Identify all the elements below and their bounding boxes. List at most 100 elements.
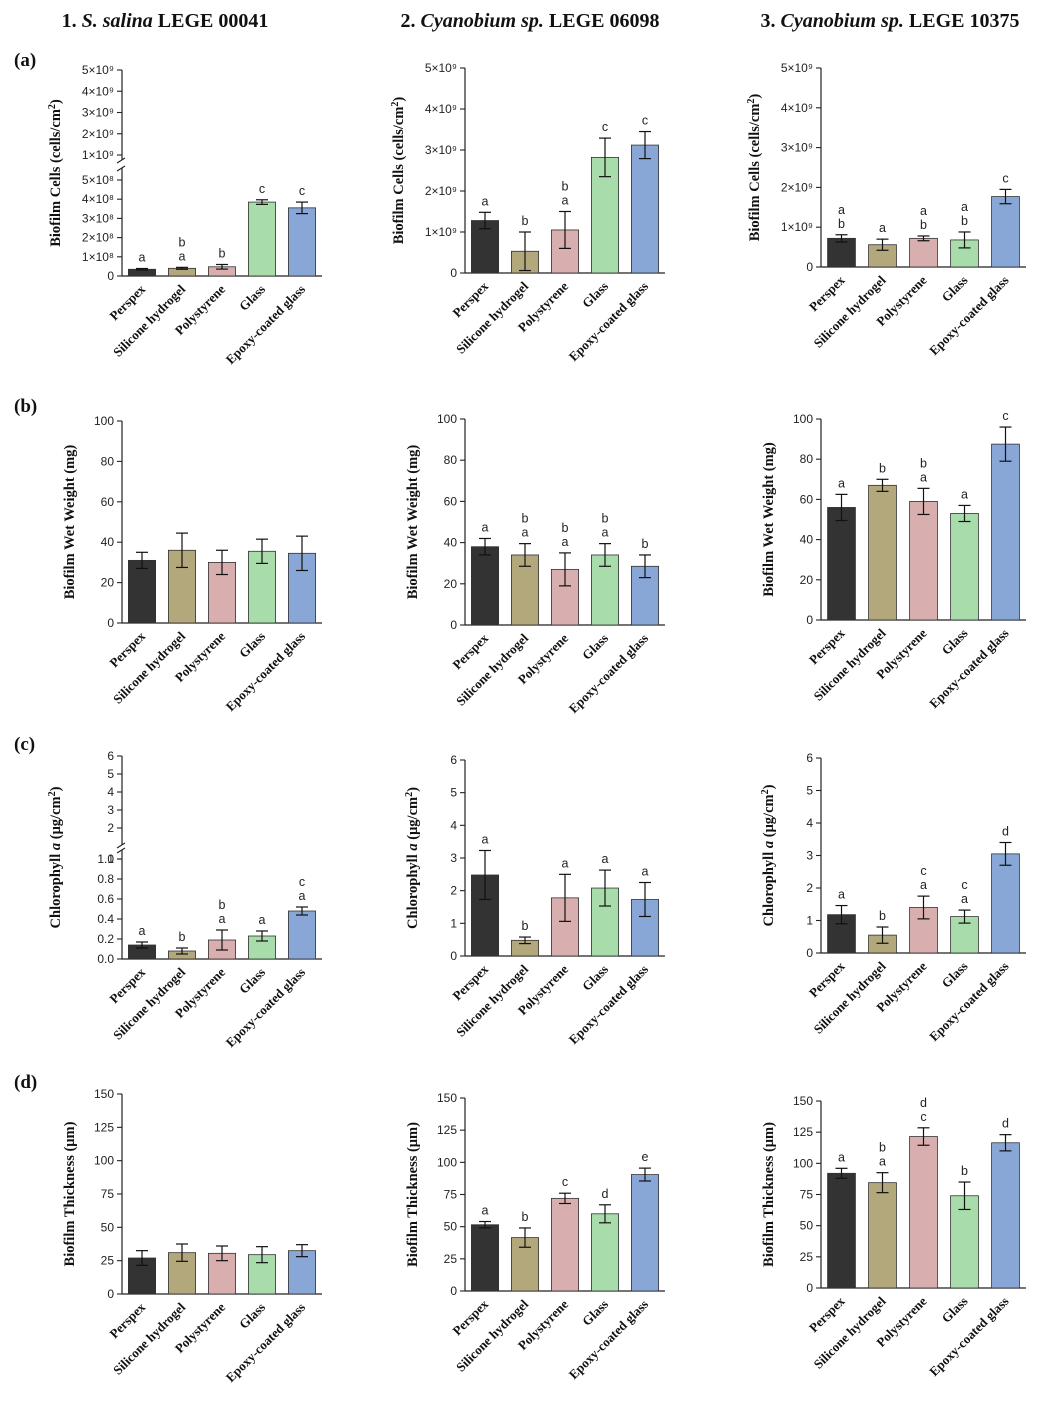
y-tick-label: 0 bbox=[806, 1281, 813, 1295]
significance-letter: a bbox=[482, 520, 489, 534]
significance-letter: a bbox=[482, 832, 489, 846]
y-tick-label: 0 bbox=[806, 260, 813, 274]
bar bbox=[991, 853, 1020, 954]
x-category-label: Silicone hydrogel bbox=[811, 625, 889, 703]
y-axis-label: Biofilm Wet Weight (mg) bbox=[405, 445, 421, 600]
y-tick-label: 0 bbox=[450, 618, 457, 632]
y-tick-label: 5×10⁹ bbox=[82, 63, 114, 77]
x-category-label: Silicone hydrogel bbox=[811, 272, 889, 350]
y-tick-label: 100 bbox=[793, 412, 813, 426]
y-tick-label: 0.0 bbox=[97, 952, 114, 966]
significance-letter: b bbox=[879, 461, 886, 475]
y-tick-label: 60 bbox=[444, 494, 458, 508]
y-tick-label: 0.2 bbox=[97, 932, 114, 946]
column-title-prefix: 1. bbox=[62, 10, 82, 32]
significance-letter: c bbox=[920, 864, 926, 878]
y-tick-label: 100 bbox=[437, 412, 457, 426]
y-tick-label: 2×10⁹ bbox=[781, 180, 813, 194]
bar bbox=[127, 559, 156, 624]
significance-letter: a bbox=[879, 1155, 886, 1169]
axis-break-mark bbox=[116, 165, 126, 172]
column-title: 1. S. salina LEGE 00041 bbox=[62, 10, 269, 32]
significance-letter: a bbox=[961, 892, 968, 906]
significance-letter: c bbox=[299, 875, 305, 889]
y-tick-label: 100 bbox=[94, 1154, 114, 1168]
y-axis-label: Chlorophyll a (μg/cm2) bbox=[404, 787, 422, 929]
y-axis-label-text: Biofilm Cells (cells/cm bbox=[747, 104, 763, 242]
bar bbox=[868, 484, 897, 621]
y-tick-label: 125 bbox=[437, 1123, 457, 1137]
y-axis-label: Biofilm Thickness (μm) bbox=[761, 1122, 777, 1267]
y-tick-label: 125 bbox=[94, 1120, 114, 1134]
y-axis-label-text: Biofilm Cells (cells/cm bbox=[391, 107, 407, 245]
significance-letter: b bbox=[562, 180, 569, 194]
significance-letter: a bbox=[562, 535, 569, 549]
y-tick-label: 4 bbox=[806, 816, 813, 830]
y-tick-label: 100 bbox=[793, 1156, 813, 1170]
significance-letter: a bbox=[219, 912, 226, 926]
significance-letter: a bbox=[961, 487, 968, 501]
y-axis-label-text: Chlorophyll bbox=[48, 850, 64, 928]
y-tick-label: 75 bbox=[444, 1188, 458, 1202]
significance-letter: a bbox=[482, 1204, 489, 1218]
y-tick-label: 2 bbox=[107, 821, 114, 835]
y-tick-label: 0 bbox=[450, 266, 457, 280]
significance-letter: b bbox=[838, 217, 845, 231]
significance-letter: b bbox=[961, 214, 968, 228]
column-title: 3. Cyanobium sp. LEGE 10375 bbox=[761, 10, 1020, 32]
x-category-label: Glass bbox=[236, 282, 268, 314]
y-axis-label-italic: a bbox=[48, 843, 64, 850]
y-tick-label: 0 bbox=[806, 946, 813, 960]
axis-break-mark bbox=[116, 157, 126, 164]
y-tick-label: 2×10⁸ bbox=[82, 231, 114, 245]
y-axis-label-superscript: 2 bbox=[760, 789, 771, 794]
y-tick-label: 4×10⁹ bbox=[425, 102, 457, 116]
column-title-strain: LEGE 06098 bbox=[544, 10, 660, 32]
y-axis-label-text: ) bbox=[48, 99, 64, 104]
significance-letter: b bbox=[522, 919, 529, 933]
y-tick-label: 80 bbox=[800, 452, 814, 466]
significance-letter: c bbox=[1002, 171, 1008, 185]
y-tick-label: 80 bbox=[444, 453, 458, 467]
x-category-label: Glass bbox=[579, 631, 611, 663]
bar bbox=[991, 1142, 1020, 1289]
x-category-label: Silicone hydrogel bbox=[453, 630, 531, 708]
x-category-label: Glass bbox=[939, 273, 971, 305]
significance-letter: b bbox=[961, 1164, 968, 1178]
significance-letter: a bbox=[642, 865, 649, 879]
chart-panel: 0 1×10⁹ 2×10⁹ 3×10⁹ 4×10⁹ 5×10⁹ Biofilm Cells … bbox=[390, 61, 665, 364]
x-category-label: Silicone hydrogel bbox=[110, 964, 188, 1042]
y-tick-label: 20 bbox=[101, 576, 115, 590]
bar bbox=[868, 1182, 897, 1289]
y-axis-label-italic: a bbox=[405, 843, 421, 850]
y-tick-label: 25 bbox=[101, 1254, 115, 1268]
significance-letter: a bbox=[259, 913, 266, 927]
y-tick-label: 20 bbox=[444, 577, 458, 591]
x-category-label: Glass bbox=[579, 1297, 611, 1329]
y-axis-label-superscript: 2 bbox=[47, 104, 58, 109]
significance-letter: c bbox=[961, 878, 967, 892]
significance-letter: b bbox=[179, 235, 186, 249]
significance-letter: d bbox=[920, 1096, 927, 1110]
y-tick-label: 60 bbox=[800, 492, 814, 506]
y-tick-label: 3 bbox=[107, 803, 114, 817]
bar bbox=[827, 1172, 856, 1289]
y-axis-label-superscript: 2 bbox=[404, 792, 415, 797]
y-axis-label-text: ) bbox=[761, 784, 777, 789]
y-tick-label: 1 bbox=[450, 916, 457, 930]
significance-letter: a bbox=[299, 889, 306, 903]
x-category-label: Glass bbox=[939, 626, 971, 658]
x-category-label: Glass bbox=[579, 962, 611, 994]
y-tick-label: 3×10⁹ bbox=[82, 106, 114, 120]
y-tick-label: 6 bbox=[107, 749, 114, 763]
y-axis-label-text: (μg/cm bbox=[405, 797, 421, 843]
y-tick-label: 0 bbox=[107, 616, 114, 630]
column-title-prefix: 2. bbox=[401, 10, 421, 32]
bar bbox=[950, 513, 979, 621]
y-axis-label: Biofilm Cells (cells/cm2) bbox=[390, 97, 408, 245]
significance-letter: b bbox=[219, 898, 226, 912]
significance-letter: d bbox=[602, 1187, 609, 1201]
y-tick-label: 40 bbox=[800, 533, 814, 547]
